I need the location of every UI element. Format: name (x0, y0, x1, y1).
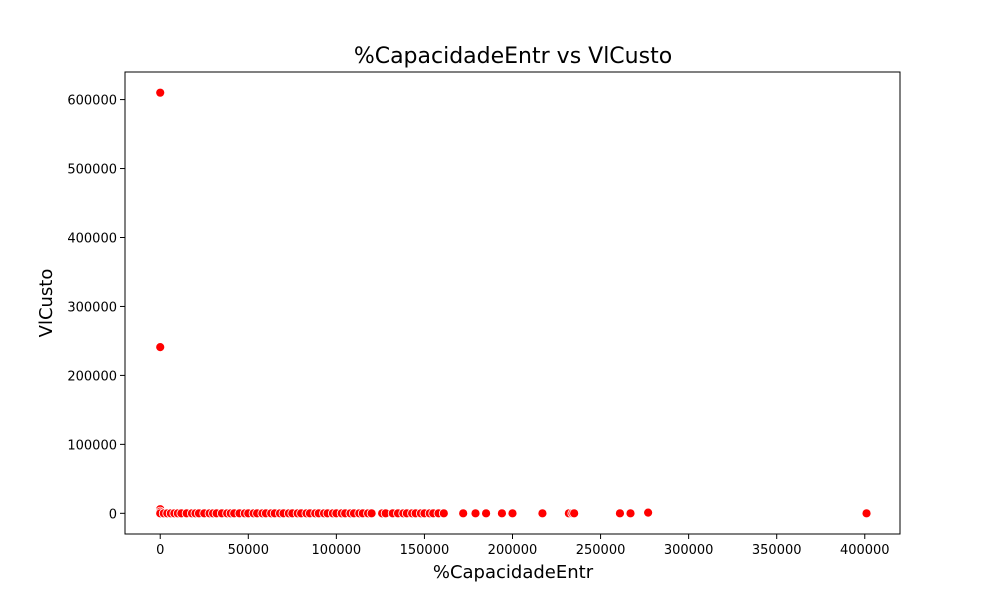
data-point (497, 508, 507, 519)
x-tick-label: 300000 (664, 543, 714, 558)
data-point (861, 508, 872, 519)
y-tick-label: 300000 (67, 300, 117, 315)
x-tick-label: 0 (156, 543, 164, 558)
data-points (155, 87, 872, 519)
data-point (625, 508, 636, 519)
plot-area-frame (124, 71, 901, 535)
data-point (569, 508, 580, 519)
x-tick-label: 400000 (840, 543, 890, 558)
data-point (481, 508, 491, 519)
y-tick-label: 600000 (67, 94, 117, 109)
chart-title: %CapacidadeEntr vs VlCusto (354, 44, 672, 69)
x-tick-label: 350000 (752, 543, 802, 558)
x-tick-label: 250000 (576, 543, 626, 558)
y-tick-label: 200000 (67, 369, 117, 384)
x-tick-label: 200000 (488, 543, 538, 558)
data-point (155, 342, 166, 353)
data-point (537, 508, 548, 519)
data-point (155, 87, 166, 98)
data-point (643, 507, 654, 518)
data-point (438, 508, 449, 519)
x-tick-label: 150000 (400, 543, 450, 558)
x-axis-label: %CapacidadeEntr (433, 562, 594, 583)
x-tick-label: 100000 (312, 543, 362, 558)
y-tick-label: 100000 (67, 438, 117, 453)
data-point (507, 508, 518, 519)
x-axis-ticks: 0 50000 100000 150000 200000 250000 300000 3500… (156, 534, 890, 558)
data-point (470, 508, 481, 519)
y-axis-ticks: 0 100000 200000 300000 400000 500000 600000 (67, 94, 125, 522)
data-point (458, 508, 469, 519)
x-tick-label: 50000 (228, 543, 269, 558)
y-tick-label: 0 (109, 507, 117, 522)
y-axis-label: VlCusto (36, 269, 57, 338)
data-point (615, 508, 625, 519)
data-point (366, 508, 377, 519)
y-tick-label: 500000 (67, 163, 117, 178)
y-tick-label: 400000 (67, 231, 117, 246)
